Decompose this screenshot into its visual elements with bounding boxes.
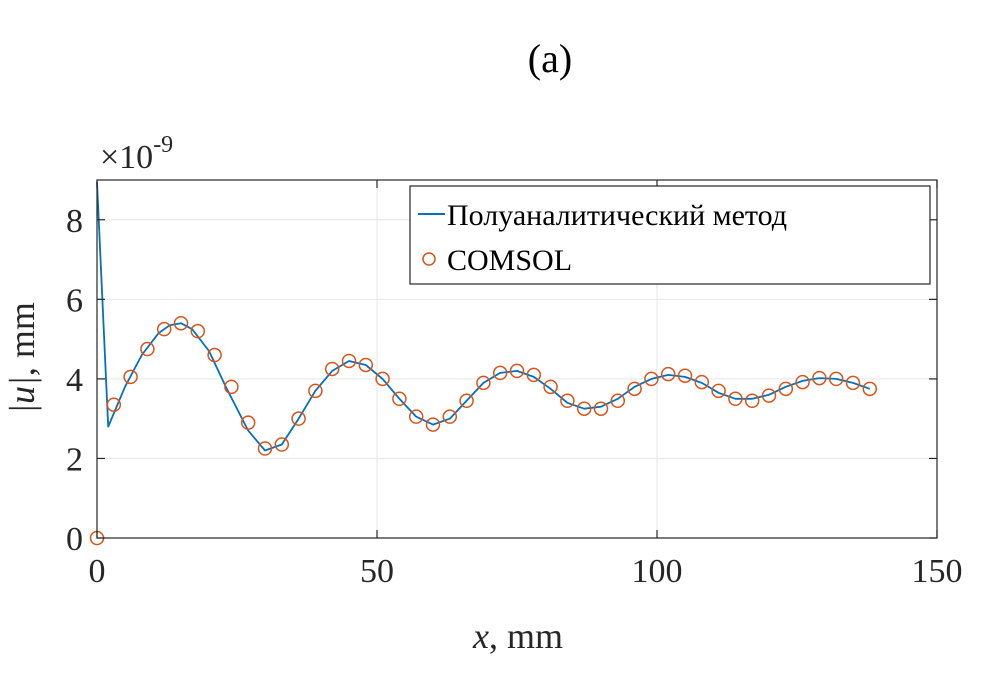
plot-area [89,181,878,546]
data-point-comsol [694,374,710,390]
y-tick-label: 4 [66,362,83,399]
y-axis-label: |u|, mm [2,302,42,414]
data-point-comsol [778,381,794,397]
data-point-comsol [442,409,458,424]
x-tick-label: 100 [632,553,683,590]
data-point-comsol [173,315,189,331]
data-point-comsol [375,371,390,387]
legend-label-comsol: COMSOL [447,244,572,277]
data-point-comsol [274,437,290,452]
data-point-comsol [392,391,407,407]
data-point-comsol [677,368,693,383]
legend-label-semianalytical: Полуаналитический метод [447,199,787,232]
data-point-comsol [324,361,340,377]
data-point-comsol [526,367,542,383]
data-point-comsol [744,393,760,409]
y-tick-label: 2 [66,441,83,478]
data-point-comsol [156,321,172,337]
legend: Полуаналитический метод COMSOL [409,185,931,285]
data-point-comsol [308,383,323,399]
data-point-comsol [224,379,239,395]
data-point-comsol [862,381,878,397]
series-line-semianalytical [96,181,871,452]
data-point-comsol [812,370,827,386]
data-point-comsol [660,366,676,382]
x-tick-label: 0 [89,553,106,590]
data-point-comsol [425,417,441,432]
axes-box [96,179,938,539]
data-point-comsol [644,371,659,387]
data-point-comsol [728,391,743,407]
data-point-comsol [190,323,206,339]
y-tick-label: 8 [66,203,83,240]
data-point-comsol [593,401,609,416]
x-tick-label: 50 [360,553,394,590]
data-point-comsol [459,393,474,409]
x-ticks: 0 50 100 150 [89,180,963,590]
data-point-comsol [711,383,726,399]
y-multiplier: ×10-9 [100,132,173,176]
data-point-comsol [291,411,306,426]
data-point-comsol [543,379,558,395]
y-tick-label: 6 [66,282,83,319]
data-point-comsol [240,415,256,430]
data-point-comsol [207,347,222,363]
data-point-comsol [492,365,508,381]
data-point-comsol [576,401,592,416]
data-point-comsol [845,375,861,391]
data-point-comsol [408,409,424,424]
y-exponent: -9 [153,132,173,158]
legend-box [409,185,931,285]
y-tick-label: 0 [66,521,83,558]
data-point-comsol [123,369,138,385]
data-point-comsol [140,341,155,357]
data-point-comsol [795,374,810,390]
data-point-comsol [341,353,357,369]
axes-frame [96,179,938,539]
data-point-comsol [761,388,777,403]
legend-marker-swatch [422,252,436,266]
data-point-comsol [257,441,273,456]
data-point-comsol [560,393,575,409]
x-tick-label: 150 [912,553,963,590]
data-point-comsol [828,371,844,387]
data-point-comsol [610,393,626,409]
data-point-comsol [106,397,122,412]
data-point-comsol [627,381,642,397]
data-point-comsol [358,357,374,373]
panel-label: (a) [528,36,572,81]
x-axis-label: x, mm [472,616,563,656]
data-point-comsol [509,363,525,379]
y-ticks: 0 2 4 6 8 [66,203,937,558]
data-point-comsol [476,375,491,391]
